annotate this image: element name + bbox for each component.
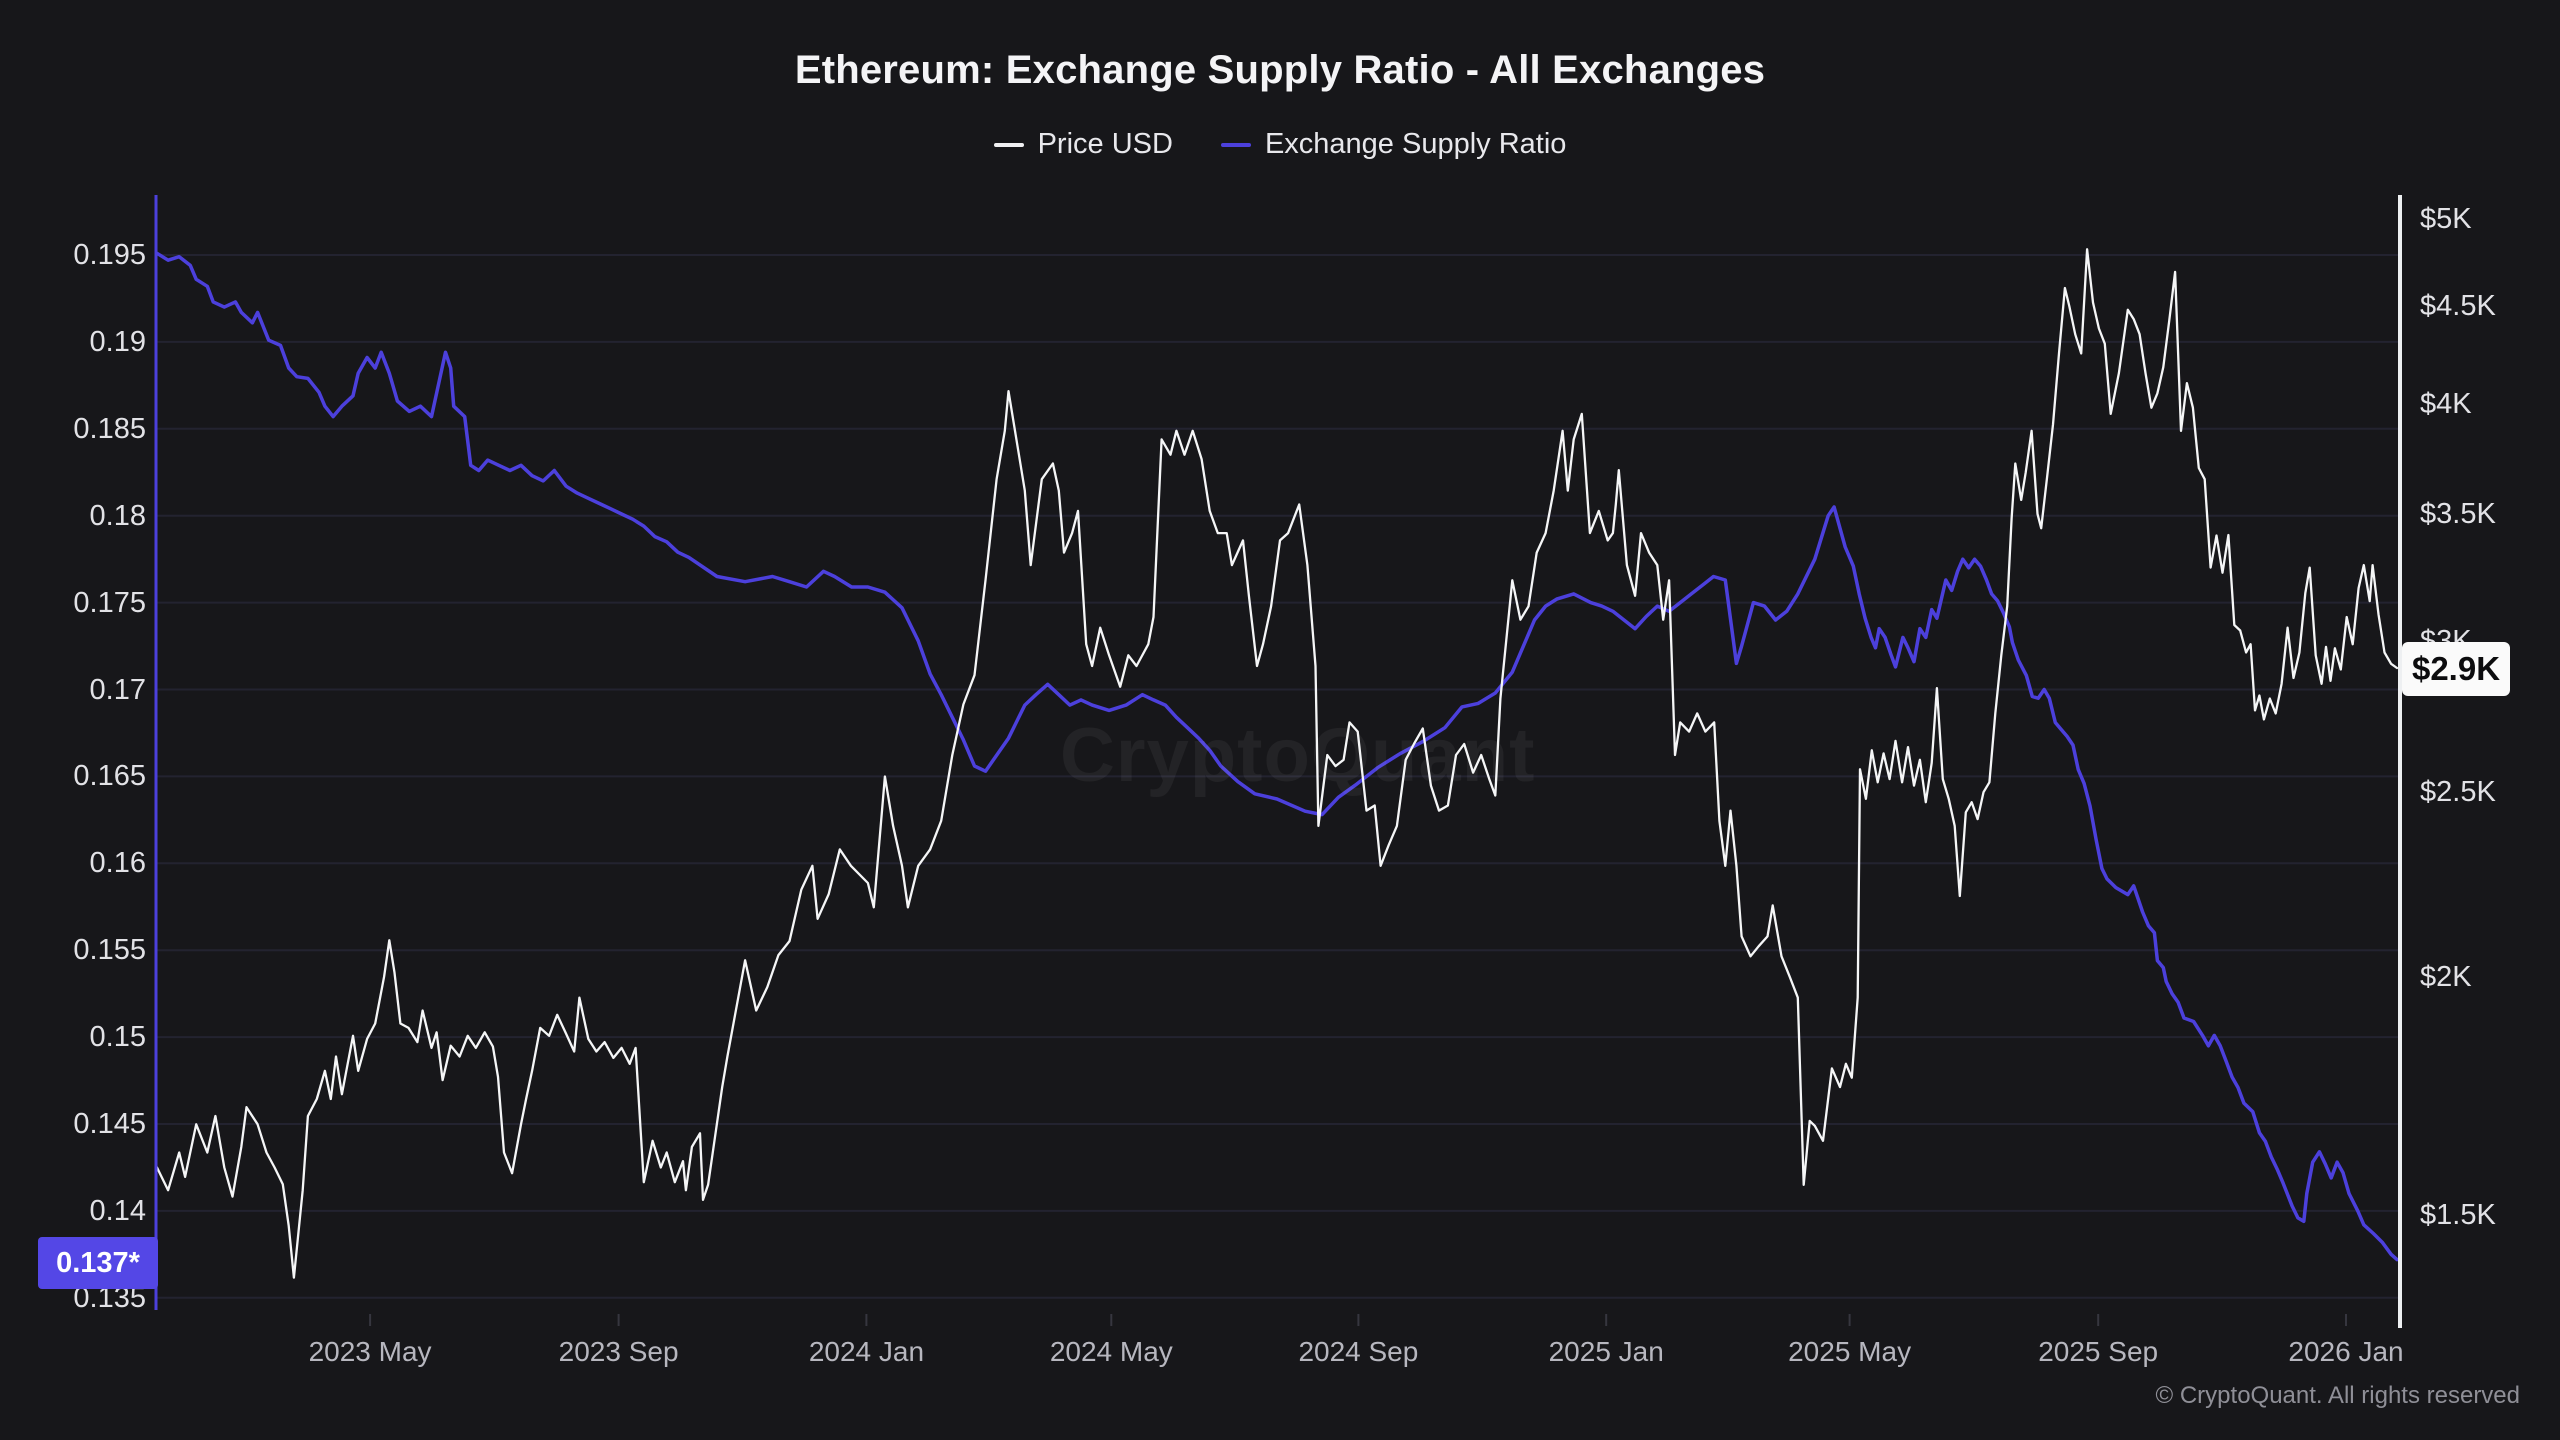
right-axis-tick-label: $4.5K: [2420, 290, 2496, 323]
price-last-value-badge: $2.9K: [2402, 642, 2510, 697]
left-axis-tick-label: 0.15: [89, 1021, 146, 1054]
series-exchange-supply-ratio: [155, 251, 2399, 1262]
x-axis-tick-label: 2025 Jan: [1548, 1336, 1664, 1367]
series-price-usd: [155, 248, 2399, 1279]
x-axis-tick-label: 2025 May: [1788, 1336, 1912, 1367]
legend: Price USD Exchange Supply Ratio: [0, 128, 2560, 161]
left-axis-tick-label: 0.195: [73, 239, 146, 271]
ratio-last-value-badge: 0.137*: [38, 1237, 158, 1290]
price-line-swatch-icon: [993, 142, 1024, 147]
left-axis-tick-label: 0.155: [73, 934, 146, 967]
legend-label-price: Price USD: [1037, 128, 1173, 160]
left-axis-tick-label: 0.185: [73, 412, 146, 445]
left-axis-tick-label: 0.17: [89, 673, 146, 706]
left-axis-tick-label: 0.14: [89, 1194, 146, 1227]
watermark: CryptoQuant: [1060, 713, 1536, 798]
left-axis-tick-label: 0.145: [73, 1108, 146, 1140]
ratio-line-swatch-icon: [1220, 142, 1251, 147]
x-axis-tick-label: 2024 Jan: [808, 1336, 925, 1367]
right-axis-tick-label: $3.5K: [2420, 497, 2496, 530]
x-axis-tick-label: 2023 May: [308, 1336, 432, 1367]
copyright-footer: © CryptoQuant. All rights reserved: [2155, 1382, 2521, 1409]
left-axis-tick-label: 0.18: [89, 499, 146, 532]
right-axis-tick-label: $2.5K: [2420, 776, 2496, 809]
left-axis-tick-label: 0.175: [73, 586, 146, 619]
left-axis-tick-label: 0.16: [89, 847, 146, 880]
x-axis-tick-label: 2026 Jan: [2288, 1336, 2404, 1367]
left-axis-tick-label: 0.19: [89, 325, 146, 358]
chart-title: Ethereum: Exchange Supply Ratio - All Ex…: [794, 48, 1766, 92]
x-axis-tick-label: 2025 Sep: [2038, 1336, 2159, 1367]
x-axis-tick-label: 2024 Sep: [1298, 1336, 1419, 1367]
x-axis-tick-label: 2024 May: [1049, 1336, 1173, 1367]
right-axis-tick-label: $4K: [2420, 387, 2472, 420]
right-axis-tick-label: $5K: [2420, 203, 2472, 235]
right-axis-tick-label: $2K: [2420, 960, 2472, 993]
x-axis-tick-label: 2023 Sep: [558, 1336, 679, 1367]
right-axis-tick-label: $1.5K: [2420, 1198, 2496, 1231]
legend-label-ratio: Exchange Supply Ratio: [1264, 128, 1567, 160]
legend-item-ratio[interactable]: Exchange Supply Ratio: [1220, 128, 1567, 161]
legend-item-price[interactable]: Price USD: [993, 128, 1173, 161]
left-axis-tick-label: 0.165: [73, 760, 146, 793]
